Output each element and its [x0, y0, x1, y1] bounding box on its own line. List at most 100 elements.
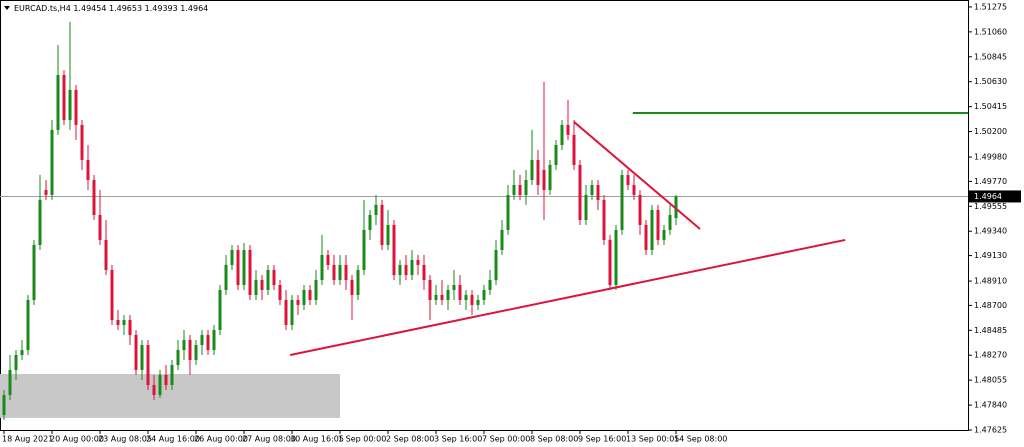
x-tick-label: 26 Aug 00:00 — [194, 435, 248, 444]
x-tick-label: 18 Aug 2021 — [2, 435, 53, 444]
candle-body — [476, 299, 480, 305]
candle-body — [80, 124, 84, 160]
candle-body — [554, 144, 558, 165]
menu-triangle — [4, 6, 10, 10]
candle-body — [116, 320, 120, 325]
candle-body — [242, 250, 246, 286]
y-tick-label: 1.49980 — [974, 153, 1007, 162]
candle-body — [278, 285, 282, 300]
candle-body — [128, 320, 132, 335]
candle-body — [8, 369, 12, 395]
x-tick-label: 14 Sep 08:00 — [674, 435, 727, 444]
price-label: 1.4964 — [974, 192, 1002, 201]
candle-body — [20, 350, 24, 356]
candle-body — [530, 159, 534, 180]
candle-body — [638, 194, 642, 225]
candle-body — [548, 164, 552, 190]
ohlc-open: 1.49454 — [73, 4, 106, 13]
candle-body — [98, 215, 102, 240]
candle-body — [308, 289, 312, 300]
x-tick-label: 30 Aug 16:05 — [290, 435, 344, 444]
x-tick-label: 9 Sep 16:00 — [578, 435, 626, 444]
candle-body — [524, 179, 528, 195]
candle-body — [362, 229, 366, 270]
candle-body — [332, 264, 336, 281]
candle-body — [290, 299, 294, 325]
candle-body — [266, 269, 270, 290]
candle-body — [650, 210, 654, 251]
y-tick-label: 1.50845 — [974, 52, 1007, 61]
y-tick-label: 1.50630 — [974, 77, 1007, 86]
candle-body — [122, 320, 126, 325]
candle-body — [452, 285, 456, 290]
candle-body — [386, 224, 390, 246]
candle-body — [2, 394, 6, 416]
x-tick-label: 23 Aug 08:05 — [98, 435, 152, 444]
y-tick-label: 1.50415 — [974, 102, 1007, 111]
candle-body — [314, 280, 318, 300]
candle-body — [182, 339, 186, 351]
y-tick-label: 1.47840 — [974, 401, 1007, 410]
candle-body — [224, 264, 228, 290]
candle-body — [662, 229, 666, 240]
candle-body — [644, 224, 648, 251]
candle-body — [458, 285, 462, 300]
candle-body — [464, 294, 468, 300]
candle-body — [248, 250, 252, 295]
candle-body — [320, 254, 324, 281]
candle-body — [164, 374, 168, 386]
trendline — [573, 121, 701, 230]
candle-body — [140, 345, 144, 370]
y-tick-label: 1.48700 — [974, 301, 1007, 310]
candle-body — [584, 194, 588, 220]
candle-body — [344, 264, 348, 281]
candle-body — [482, 289, 486, 300]
candle-body — [152, 385, 156, 395]
candle-body — [200, 334, 204, 346]
y-tick-label: 1.50200 — [974, 127, 1007, 136]
candle-body — [536, 159, 540, 185]
x-tick-label: 24 Aug 16:00 — [146, 435, 200, 444]
candle-body — [104, 239, 108, 270]
y-tick-label: 1.49130 — [974, 251, 1007, 260]
ohlc-low: 1.49393 — [145, 4, 178, 13]
candle-body — [194, 345, 198, 360]
candle-body — [398, 264, 402, 276]
candle-body — [56, 74, 60, 130]
candle-body — [302, 289, 306, 305]
candle-body — [170, 364, 174, 386]
x-tick-label: 27 Aug 08:00 — [242, 435, 296, 444]
y-tick-label: 1.48270 — [974, 351, 1007, 360]
candle-body — [614, 229, 618, 286]
y-tick-label: 1.48055 — [974, 376, 1007, 385]
candle-body — [434, 294, 438, 300]
candle-body — [68, 89, 72, 120]
trendline — [289, 238, 846, 356]
candle-body — [338, 264, 342, 281]
candle-body — [326, 254, 330, 265]
candle-body — [158, 374, 162, 395]
candle-body — [488, 280, 492, 290]
x-tick-label: 20 Aug 00:00 — [50, 435, 104, 444]
candle-body — [86, 159, 90, 180]
candle-body — [188, 339, 192, 360]
candle-body — [110, 269, 114, 321]
candle-body — [410, 259, 414, 276]
y-tick-label: 1.49340 — [974, 227, 1007, 236]
candle-body — [674, 196, 678, 219]
symbol: EURCAD.ts,H4 — [14, 4, 71, 13]
y-tick-label: 1.49770 — [974, 177, 1007, 186]
candle-body — [350, 280, 354, 295]
x-tick-label: 8 Sep 08:00 — [530, 435, 578, 444]
plot-frame — [0, 0, 969, 431]
ohlc-high: 1.49653 — [109, 4, 142, 13]
candle-body — [404, 264, 408, 276]
candle-body — [542, 169, 546, 190]
y-tick-label: 1.48910 — [974, 277, 1007, 286]
y-tick-label: 1.47625 — [974, 426, 1007, 435]
candle-body — [74, 89, 78, 125]
candle-body — [566, 124, 570, 135]
chart-header: EURCAD.ts,H4 1.49454 1.49653 1.49393 1.4… — [14, 4, 208, 13]
x-tick-label: 2 Sep 08:00 — [386, 435, 434, 444]
